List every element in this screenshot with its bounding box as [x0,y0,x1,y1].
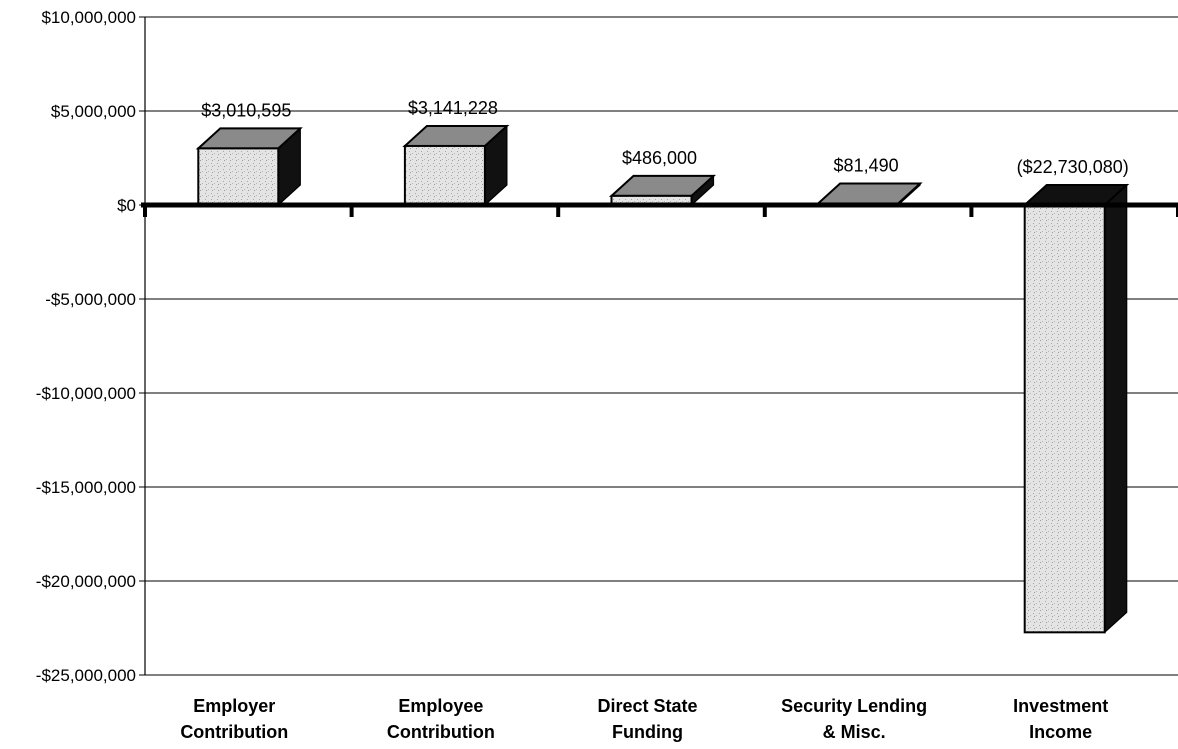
bar-front [197,147,280,207]
x-category-label: Investment Income [1013,696,1108,742]
x-category-label: Employer Contribution [180,696,288,742]
x-category-label: Security Lending & Misc. [781,696,927,742]
data-label: $486,000 [622,148,697,168]
x-category-label-line: Contribution [180,722,288,742]
bar [1022,183,1130,634]
x-category-label-line: Employer [193,696,275,716]
bar [815,182,923,207]
bar-front [403,144,486,207]
axes [141,17,1178,675]
x-axis-categories: Employer Contribution Employee Contribution… [180,696,1108,742]
gridlines [145,16,1178,676]
x-category-label-line: Employee [398,696,483,716]
bar-side [1104,183,1128,634]
y-tick-label: -$25,000,000 [36,666,136,685]
x-category-label-line: Funding [612,722,683,742]
y-tick-label: $5,000,000 [51,102,136,121]
bar-top [815,182,923,205]
x-category-label: Employee Contribution [387,696,495,742]
data-label: ($22,730,080) [1017,157,1129,177]
y-axis-ticks: $10,000,000 $5,000,000 $0 -$5,000,000 -$10,0… [36,8,145,685]
bar-front [1023,204,1106,634]
data-label: $3,010,595 [201,100,291,120]
x-category-label-line: & Misc. [823,722,886,742]
x-category-label-line: Security Lending [781,696,927,716]
y-tick-label: $10,000,000 [41,8,136,27]
x-category-label: Direct State Funding [597,696,697,742]
bar [195,127,303,207]
y-tick-label: -$20,000,000 [36,572,136,591]
x-category-label-line: Income [1029,722,1092,742]
x-category-label-line: Contribution [387,722,495,742]
y-tick-label: -$5,000,000 [45,290,136,309]
y-tick-label: -$10,000,000 [36,384,136,403]
data-label: $3,141,228 [408,98,498,118]
data-labels: $3,010,595 $3,141,228 $486,000 $81,490 ($22,… [201,98,1128,177]
bar [402,124,510,207]
y-tick-label: -$15,000,000 [36,478,136,497]
x-category-label-line: Direct State [597,696,697,716]
data-label: $81,490 [834,155,899,175]
bars [195,124,1130,634]
x-category-label-line: Investment [1013,696,1108,716]
y-tick-label: $0 [117,196,136,215]
bar [608,174,717,207]
